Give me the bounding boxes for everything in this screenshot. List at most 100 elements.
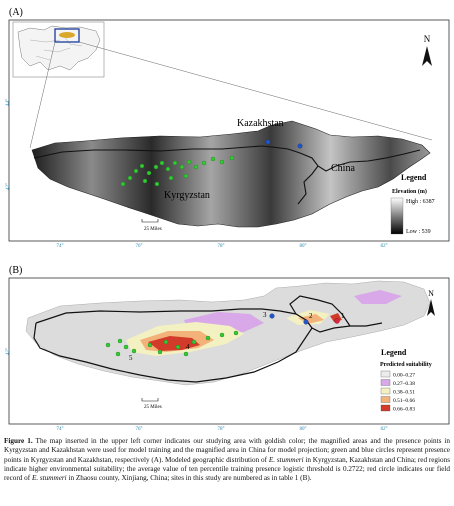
lon-label-a-76: 76°: [136, 244, 143, 249]
legend-b-swatch: [380, 370, 391, 378]
presence-point: [159, 160, 165, 166]
presence-point: [123, 344, 129, 350]
presence-point: [120, 181, 126, 187]
presence-point: [186, 159, 192, 165]
legend-b-class-label: 0.27–0.38: [393, 381, 415, 387]
elevation-study-area: [31, 120, 431, 228]
legend-b-items: 0.00–0.27 0.27–0.38 0.38–0.51 0.51–0.66 0.66…: [380, 370, 415, 413]
lon-label-a-74: 74°: [57, 244, 64, 249]
kyrgyz-outline-b: [33, 322, 313, 383]
legend-b-title: Legend: [381, 348, 407, 357]
country-label-kyrgyzstan: Kyrgyzstan: [164, 190, 210, 201]
legend-b: Legend Predicted suitability 0.00–0.270.…: [380, 348, 432, 413]
panel-b: (B) N: [6, 265, 450, 432]
caption-text-3: in Zhaosu county, Xinjiang, China; sites…: [66, 474, 312, 483]
presence-point: [219, 332, 225, 338]
lon-label-b-82: 82°: [381, 427, 388, 432]
presence-point: [191, 339, 197, 345]
legend-b-swatch: [380, 379, 391, 386]
presence-point: [142, 178, 148, 184]
legend-a-title: Legend: [401, 173, 427, 182]
inset-study-area: [59, 32, 75, 38]
presence-point: [297, 143, 303, 149]
presence-point: [117, 338, 123, 344]
country-boundary-b: [35, 308, 383, 333]
presence-point: [183, 351, 189, 357]
north-arrow-a-arrow: [422, 46, 432, 66]
presence-point: [269, 313, 275, 319]
presence-point: [154, 181, 160, 187]
legend-a-subtitle: Elevation (m): [392, 188, 427, 195]
scale-bar-a-label: 25 Miles: [144, 227, 162, 232]
presence-point: [163, 339, 169, 345]
scale-bar-a: 25 Miles: [141, 219, 162, 232]
presence-point: [175, 344, 181, 350]
inset-study-area-box: [54, 28, 80, 43]
presence-point: [219, 159, 225, 165]
inset-map: [12, 21, 105, 78]
site-number-5: 5: [129, 354, 133, 362]
presence-point: [229, 155, 235, 161]
caption-species: E. stummeri: [268, 455, 304, 464]
lat-label-a-42: 42°: [6, 183, 11, 190]
presence-point: [172, 160, 178, 166]
presence-point: [201, 160, 207, 166]
lon-label-a-82: 82°: [381, 244, 388, 249]
presence-points-b-kyrgyzstan: [105, 330, 239, 357]
north-arrow-a-letter: N: [424, 34, 431, 44]
lon-label-b-80: 80°: [300, 427, 307, 432]
legend-b-class-label: 0.51–0.66: [393, 398, 415, 404]
presence-point: [168, 175, 174, 181]
suitability-0.66-0.83: [148, 336, 200, 351]
presence-points-kazakhstan: [265, 139, 303, 149]
legend-a-low: Low : 539: [406, 229, 431, 235]
zoom-line-left: [29, 41, 56, 149]
lon-label-b-78: 78°: [218, 427, 225, 432]
site-number-4: 4: [186, 343, 190, 351]
presence-point: [183, 173, 189, 179]
north-arrow-a: N: [422, 34, 432, 66]
lon-label-a-78: 78°: [218, 244, 225, 249]
china-boundary-a: [297, 165, 319, 205]
presence-point: [133, 168, 139, 174]
lon-label-a-80: 80°: [300, 244, 307, 249]
presence-point: [233, 330, 239, 336]
legend-b-class-label: 0.66–0.83: [393, 407, 415, 413]
presence-point: [139, 163, 145, 169]
presence-points-b-kazakhstan: [269, 313, 309, 325]
scale-bar-b-label: 25 Miles: [144, 405, 162, 410]
field-record-china: [334, 318, 340, 324]
legend-b-class-label: 0.00–0.27: [393, 373, 415, 379]
presence-point: [179, 164, 185, 170]
scale-bar-b: 25 Miles: [141, 398, 162, 410]
presence-points-kyrgyzstan: [120, 155, 235, 187]
caption-figure-label: Figure 1.: [4, 437, 33, 445]
lon-label-b-76: 76°: [136, 427, 143, 432]
legend-a-colorbar: [390, 197, 404, 235]
site-number-3: 3: [263, 311, 267, 319]
legend-b-class-label: 0.38–0.51: [393, 390, 415, 396]
lat-label-b-42: 42°: [6, 348, 11, 355]
caption-species: E. stummeri: [31, 474, 67, 483]
presence-point: [105, 342, 111, 348]
lon-label-b-74: 74°: [57, 427, 64, 432]
presence-point: [153, 164, 159, 170]
presence-point: [265, 139, 271, 145]
inset-borders: [29, 33, 83, 61]
presence-point: [147, 342, 153, 348]
north-arrow-b-arrow: [427, 299, 435, 316]
presence-point: [115, 351, 121, 357]
presence-point: [303, 319, 309, 325]
panel-a-label: (A): [9, 7, 23, 18]
panel-a: (A) N: [6, 7, 450, 249]
presence-point: [127, 175, 133, 181]
caption-text-2: in Kyrgyzstan, Kazakhstan and China; red…: [4, 455, 450, 483]
presence-point: [146, 170, 152, 176]
legend-b-swatch: [380, 396, 391, 403]
caption-text-1: The map inserted in the upper left corne…: [4, 437, 450, 464]
scale-bar-a-line: [141, 219, 159, 223]
north-arrow-b-letter: N: [428, 289, 434, 298]
china-boundary-b: [289, 295, 351, 327]
country-label-kazakhstan: Kazakhstan: [237, 118, 284, 129]
panel-b-label: (B): [9, 265, 22, 276]
